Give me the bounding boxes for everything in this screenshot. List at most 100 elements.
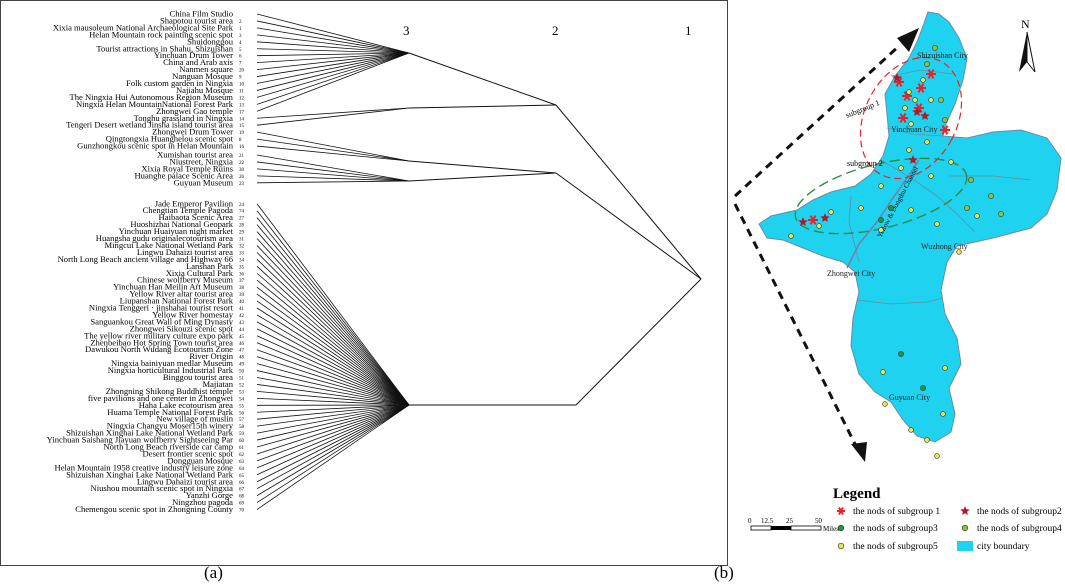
leaf-number: 49 — [239, 363, 245, 368]
leaf-label: Helan Mountain rock painting scenic spot — [89, 29, 234, 39]
leaf-label: China and Arab axis — [163, 57, 234, 67]
subgroup5-node — [934, 221, 940, 227]
leaf-label: Huama Temple National Forest Park — [107, 407, 233, 417]
dendro-link — [555, 172, 702, 280]
leaf-label: Niushou mountain scenic spot in Ningxia — [91, 483, 234, 493]
leaf-number: 66 — [239, 481, 245, 486]
dendro-branch — [256, 168, 410, 182]
leaf-number: 37 — [239, 279, 245, 284]
leaf-label: five pavilions and one center in Zhongwe… — [88, 393, 234, 403]
dendro-branch — [256, 404, 410, 490]
subgroup5-node — [928, 97, 934, 103]
subgroup5-node — [956, 249, 962, 255]
dendro-branch — [256, 138, 410, 162]
dendro-branch — [256, 404, 410, 455]
leaf-number: 45 — [239, 335, 245, 340]
dendro-branch — [256, 13, 410, 54]
leaf-label: The yellow river military culture expo p… — [84, 330, 234, 340]
leaf-number: 40 — [239, 300, 245, 305]
leaf-number: 68 — [239, 495, 245, 500]
leaf-label: River Origin — [189, 351, 233, 361]
legend-label: the nods of subgroup3 — [853, 523, 938, 534]
dendro-branch — [256, 175, 410, 182]
leaf-label: Nanmen square — [179, 64, 233, 74]
leaf-label: Huanghe palace Scenic Area — [134, 170, 233, 180]
svg-text:50: 50 — [815, 517, 823, 525]
subgroup5-node — [878, 183, 884, 189]
subgroup2-node — [820, 213, 830, 222]
subgroup1-ellipse — [859, 56, 963, 180]
leaf-number: 29 — [239, 231, 245, 236]
dendro-branch — [256, 321, 410, 406]
leaf-label: China Film Studio — [169, 9, 233, 19]
dendro-branch — [256, 238, 410, 406]
leaf-number: 61 — [239, 446, 245, 451]
leaf-number: 21 — [239, 154, 245, 159]
dendro-branch — [256, 161, 410, 182]
leaf-label: Sanguankou Great Wall of Ming Dynasty — [90, 316, 233, 326]
leaf-label: Ningzhou pagoda — [172, 497, 233, 507]
dendro-branch — [256, 48, 410, 54]
dendro-branch — [256, 300, 410, 406]
dendro-branch — [256, 349, 410, 406]
dendro-branch — [256, 107, 410, 126]
leaf-number: 2 — [239, 20, 242, 25]
leaf-label: Shizuishan Xinghai Lake National Wetland… — [66, 469, 234, 479]
dendro-branch — [256, 356, 410, 406]
dendro-branch — [256, 328, 410, 406]
subgroup5-node — [908, 121, 914, 127]
leaf-number: 64 — [239, 467, 245, 472]
leaf-label: Folk custom garden in Ningxia — [126, 78, 233, 88]
subgroup5-node — [948, 159, 954, 165]
leaf-number: 7 — [239, 62, 242, 67]
leaf-label: Xixia Royal Temple Ruins — [141, 163, 233, 173]
subgroup5-node — [924, 437, 930, 443]
subgroup5-node — [882, 401, 888, 407]
dendro-branch — [256, 363, 410, 406]
dendro-branch — [256, 404, 410, 476]
leaf-label: Nanguan Mosque — [172, 71, 233, 81]
svg-text:0: 0 — [748, 517, 752, 525]
dendro-branch — [256, 52, 410, 105]
leaf-number: 26 — [239, 175, 245, 180]
dendro-branch — [256, 272, 410, 406]
leaf-number: 24 — [239, 203, 245, 208]
leaf-label: Majiatan — [202, 379, 233, 389]
leaf-number: 14 — [239, 117, 245, 122]
legend-label: the nods of subgroup4 — [977, 523, 1062, 534]
leaf-label: Qingtongxia Huanghelou scenic spot — [106, 134, 234, 144]
leaf-label: Shuidonggou — [187, 36, 234, 46]
subgroup5-node — [928, 173, 934, 179]
dendro-link — [408, 104, 557, 109]
dendro-branch — [256, 404, 410, 434]
leaf-label: Lingwu Dahaizi tourist area — [137, 247, 233, 257]
subgroup4-node — [968, 177, 974, 183]
subgroup2-node — [920, 111, 930, 120]
dendro-branch — [256, 131, 410, 162]
dendro-branch — [256, 231, 410, 406]
leaf-label: North Long Beach ancient village and Hig… — [58, 254, 234, 264]
subgroup5-node — [974, 213, 980, 219]
map-points — [788, 45, 1004, 459]
subgroup1-node — [926, 69, 936, 79]
subgroup3-node — [920, 385, 926, 391]
subgroup4-node — [964, 205, 970, 211]
svg-text:25: 25 — [786, 517, 794, 525]
leaf-label: Xumishan tourist area — [157, 150, 233, 160]
leaf-label: Tourist attractions in Shahu, Shizuishan — [96, 43, 233, 53]
leaf-label: Zhongwei Gao temple — [156, 106, 233, 116]
subgroup4-node — [924, 61, 930, 67]
subgroup3-node — [898, 351, 904, 357]
dendro-branch — [256, 404, 410, 448]
leaf-label: Huangsha gudu originalecotourism area — [96, 233, 233, 243]
leaf-number: 12 — [239, 96, 245, 101]
city-label-zhongwei: Zhongwei City — [827, 269, 875, 278]
leaf-number: 10 — [239, 83, 245, 88]
subgroup5-node — [942, 365, 948, 371]
subgroup5-node — [816, 223, 822, 229]
leaf-number: 1 — [239, 27, 242, 32]
leaf-number: 51 — [239, 377, 245, 382]
svg-text:N: N — [1021, 17, 1030, 31]
dendro-branch — [256, 404, 410, 496]
subgroup4-node — [938, 97, 944, 103]
